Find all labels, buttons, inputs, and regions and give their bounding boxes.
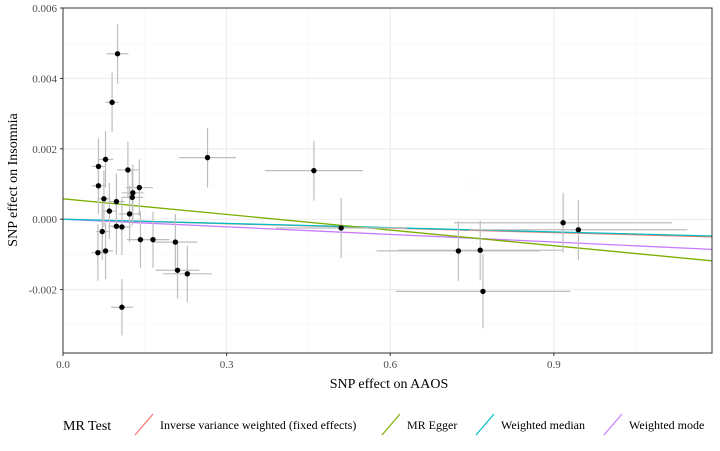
- data-point: [102, 156, 109, 163]
- data-point: [119, 304, 125, 310]
- data-point: [184, 271, 191, 277]
- legend-entry: MR Egger: [381, 413, 457, 436]
- data-point: [174, 267, 181, 273]
- y-tick-label: -0.002: [29, 285, 57, 297]
- data-point: [106, 208, 113, 214]
- y-tick-label: 0.000: [32, 214, 57, 226]
- legend-key: [381, 413, 401, 436]
- legend-label: Weighted mode: [629, 418, 704, 432]
- data-point: [95, 163, 102, 170]
- legend-entry: Inverse variance weighted (fixed effects…: [134, 413, 356, 436]
- x-tick-label: 0.6: [383, 359, 397, 371]
- grid-lines: [62, 7, 712, 353]
- data-point: [150, 236, 156, 243]
- data-point: [99, 228, 105, 235]
- x-axis-ticks: 0.0 0.3 0.6 0.9: [56, 353, 561, 371]
- x-tick-label: 0.0: [56, 359, 70, 371]
- y-tick-label: 0.002: [32, 144, 57, 156]
- regression-line: [63, 198, 712, 262]
- regression-line: [63, 218, 712, 251]
- legend-entry: Weighted median: [475, 413, 585, 436]
- data-point: [95, 183, 102, 189]
- legend-items: Inverse variance weighted (fixed effects…: [134, 413, 704, 436]
- data-point: [109, 99, 115, 106]
- data-point: [477, 247, 483, 253]
- legend-label: Weighted median: [501, 418, 585, 432]
- panel-border: [62, 7, 713, 354]
- data-point: [102, 248, 109, 254]
- legend-label: Inverse variance weighted (fixed effects…: [160, 418, 356, 432]
- data-point: [137, 236, 144, 243]
- legend-key: [134, 413, 154, 436]
- data-point: [136, 184, 143, 191]
- legend: MR Test Inverse variance weighted (fixed…: [63, 413, 704, 436]
- x-tick-label: 0.3: [220, 359, 234, 371]
- data-point: [113, 223, 120, 229]
- data-point: [95, 249, 101, 256]
- data-point: [338, 225, 344, 231]
- y-tick-label: 0.006: [32, 3, 57, 15]
- data-point: [125, 167, 131, 173]
- data-points: [95, 51, 582, 310]
- data-point: [311, 167, 317, 174]
- data-point: [172, 239, 179, 245]
- data-point: [126, 211, 133, 217]
- legend-title: MR Test: [63, 419, 111, 434]
- x-tick-label: 0.9: [547, 359, 561, 371]
- data-point: [575, 227, 582, 233]
- legend-key: [475, 413, 495, 436]
- data-point: [480, 288, 486, 295]
- y-axis-ticks: -0.002 0.000 0.002 0.004 0.006: [29, 3, 63, 297]
- data-point: [455, 248, 462, 254]
- data-point: [119, 224, 125, 230]
- y-tick-label: 0.004: [32, 73, 57, 85]
- data-point: [204, 154, 211, 161]
- legend-key: [603, 413, 623, 436]
- legend-entry: Weighted mode: [603, 413, 704, 436]
- data-point: [113, 198, 120, 205]
- data-point: [114, 51, 121, 57]
- data-point: [130, 190, 136, 196]
- data-point: [101, 196, 107, 202]
- data-point: [560, 220, 566, 226]
- legend-label: MR Egger: [407, 418, 457, 432]
- y-axis-title: SNP effect on Insomnia: [6, 113, 21, 247]
- x-axis-title: SNP effect on AAOS: [330, 377, 449, 392]
- data-point: [129, 194, 135, 201]
